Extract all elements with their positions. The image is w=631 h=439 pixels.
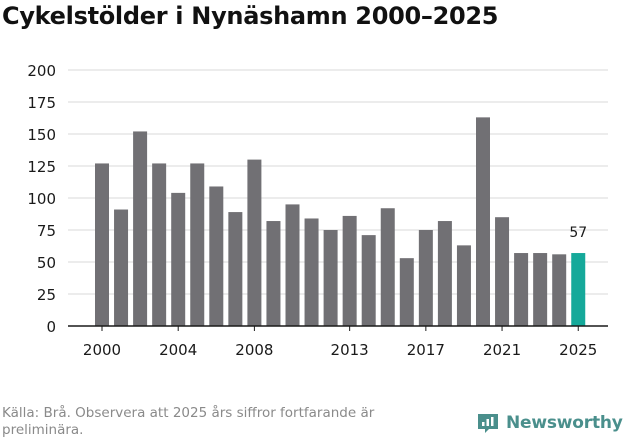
data-label: 57: [569, 225, 587, 241]
bar-2020: [476, 117, 490, 326]
chart-title: Cykelstölder i Nynäshamn 2000–2025: [2, 2, 499, 30]
newsworthy-logo-icon: [478, 414, 498, 433]
bar-2017: [418, 230, 433, 326]
bar-2003: [152, 163, 167, 326]
bar-2009: [266, 221, 281, 326]
y-tick-label: 50: [37, 254, 56, 272]
bar-2012: [323, 230, 338, 326]
x-tick-label: 2008: [235, 341, 273, 359]
y-tick-label: 25: [37, 286, 56, 304]
y-tick-label: 0: [46, 318, 56, 336]
x-tick-label: 2017: [407, 341, 445, 359]
bar-2014: [361, 235, 376, 326]
y-tick-label: 150: [27, 126, 56, 144]
bar-2001: [114, 209, 129, 326]
bar-2004: [171, 192, 186, 326]
x-axis: 2000 2004 2008 2013 2017 2021 2025: [68, 325, 608, 359]
x-tick-label: 2000: [83, 341, 121, 359]
bar-2016: [399, 258, 414, 326]
bar-2021: [495, 217, 510, 326]
brand-name: Newsworthy: [506, 413, 623, 433]
y-tick-label: 125: [27, 158, 56, 176]
bar-2023: [533, 253, 548, 326]
x-tick-label: 2025: [559, 341, 597, 359]
bar-2015: [380, 208, 395, 326]
annotations: 57: [569, 225, 587, 241]
y-tick-label: 175: [27, 94, 56, 112]
y-tick-label: 75: [37, 222, 56, 240]
x-tick-label: 2013: [331, 341, 369, 359]
x-tick-label: 2004: [159, 341, 197, 359]
bar-2018: [437, 221, 452, 326]
bar-2024: [552, 254, 567, 326]
newsworthy-brand[interactable]: Newsworthy: [476, 410, 623, 436]
bar-2013: [342, 215, 357, 326]
bar-2010: [285, 204, 300, 326]
y-axis-labels: 0 25 50 75 100 125 150 175 200: [27, 62, 56, 336]
bar-2005: [190, 163, 205, 326]
y-tick-label: 200: [27, 62, 56, 80]
bar-2007: [228, 212, 243, 326]
bar-2002: [133, 131, 148, 326]
bar-2000: [95, 163, 109, 326]
x-tick-label: 2021: [483, 341, 521, 359]
source-note: Källa: Brå. Observera att 2025 års siffr…: [2, 405, 375, 438]
y-tick-label: 100: [27, 190, 56, 208]
bar-2025: [571, 253, 586, 326]
bar-2008: [247, 159, 262, 326]
bar-2022: [514, 253, 529, 326]
bar-2011: [304, 218, 319, 326]
bar-2006: [209, 186, 224, 326]
bar-2019: [456, 245, 471, 326]
bars: [95, 117, 586, 326]
